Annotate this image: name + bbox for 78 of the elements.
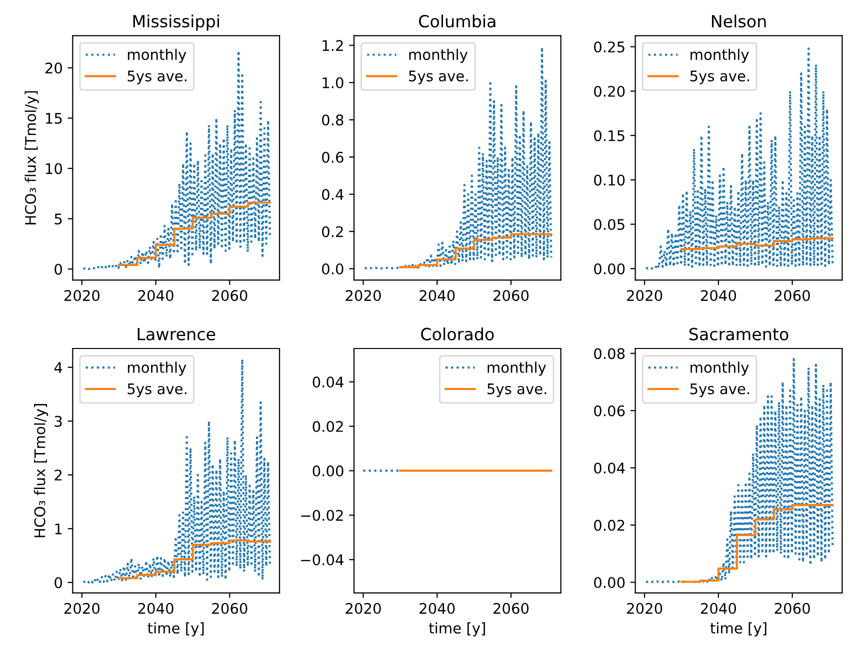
x-tick-label: 2040 [138,290,174,302]
chart-title: Colorado [421,328,494,340]
x-tick-label: 2040 [420,602,455,614]
x-tick-label: 2020 [64,290,100,302]
legend-label: 5ys ave. [488,383,546,398]
x-tick-label: 2060 [774,290,810,302]
y-tick-label: −0.04 [301,554,344,566]
y-tick-label: 0 [54,264,62,275]
y-tick-label: 0.15 [594,130,624,142]
y-tick-label: 1.0 [322,77,344,88]
y-tick-label: 5 [54,214,62,224]
x-tick-label: 2020 [627,602,662,614]
x-tick-label: 2060 [493,290,529,302]
legend-label: 5ys ave. [128,383,186,398]
y-tick-label: 2 [54,470,62,480]
x-tick-label: 2060 [493,602,529,614]
y-tick-label: 0.02 [594,520,624,531]
y-tick-label: 0.04 [312,376,344,388]
y-tick-label: 0.8 [322,114,344,126]
legend-label: monthly [128,362,186,376]
x-axis-title: time [y] [148,622,204,636]
y-tick-label: 0.02 [312,420,343,432]
y-tick-label: −0.02 [301,510,343,521]
line-series [644,47,834,270]
y-tick-label: 1.2 [322,40,343,51]
y-tick-label: 0.08 [594,348,625,360]
y-tick-label: 15 [46,113,62,124]
chart-title: Nelson [712,14,766,28]
y-tick-label: 0.00 [594,577,625,588]
legend-label: monthly [409,48,468,63]
legend-label: 5ys ave. [409,70,468,84]
y-tick-label: 0.04 [594,462,625,474]
y-tick-label: 0.25 [594,41,624,52]
y-axis-title: HCO₃ flux [Tmol/y] [24,91,39,224]
x-tick-label: 2040 [420,290,455,302]
chart-title: Sacramento [689,328,788,340]
x-tick-label: 2020 [64,602,100,614]
x-axis-title: time [y] [710,622,766,636]
x-tick-label: 2040 [700,290,736,302]
x-axis-title: time [y] [429,622,485,636]
x-tick-label: 2040 [700,602,736,614]
legend-label: monthly [690,48,749,63]
y-tick-label: 0.00 [594,263,625,274]
y-tick-label: 0 [54,577,62,588]
x-tick-label: 2020 [346,602,381,614]
y-tick-label: 3 [54,416,62,427]
x-tick-label: 2020 [627,290,662,302]
line-series [82,50,271,270]
legend-label: 5ys ave. [128,70,186,84]
chart-title: Lawrence [138,328,216,340]
y-tick-label: 4 [54,362,62,373]
y-tick-label: 0.0 [322,263,344,274]
x-tick-label: 2060 [212,602,248,614]
legend-label: 5ys ave. [690,383,750,398]
x-tick-label: 2060 [212,290,248,302]
y-tick-label: 0.4 [322,188,344,200]
line-series [82,358,271,584]
y-tick-label: 0.05 [594,218,624,230]
legend-label: 5ys ave. [690,70,750,84]
legend-label: monthly [488,362,546,376]
y-tick-label: 0.00 [312,465,344,476]
legend-label: monthly [690,362,749,376]
chart-title: Columbia [419,14,496,28]
x-tick-label: 2020 [346,290,381,302]
x-tick-label: 2040 [138,602,174,614]
y-axis-title: HCO₃ flux [Tmol/y] [34,404,48,538]
y-tick-label: 0.6 [322,152,344,163]
chart-title: Mississippi [133,14,219,31]
y-tick-label: 0.2 [322,226,343,238]
y-tick-label: 10 [46,163,62,174]
y-tick-label: 1 [55,524,62,534]
line-series [364,46,552,270]
legend-label: monthly [128,48,186,63]
y-tick-label: 20 [45,62,62,74]
x-tick-label: 2060 [774,602,810,614]
y-tick-label: 0.20 [594,86,625,97]
y-tick-label: 0.10 [594,174,625,186]
y-tick-label: 0.06 [594,405,625,416]
